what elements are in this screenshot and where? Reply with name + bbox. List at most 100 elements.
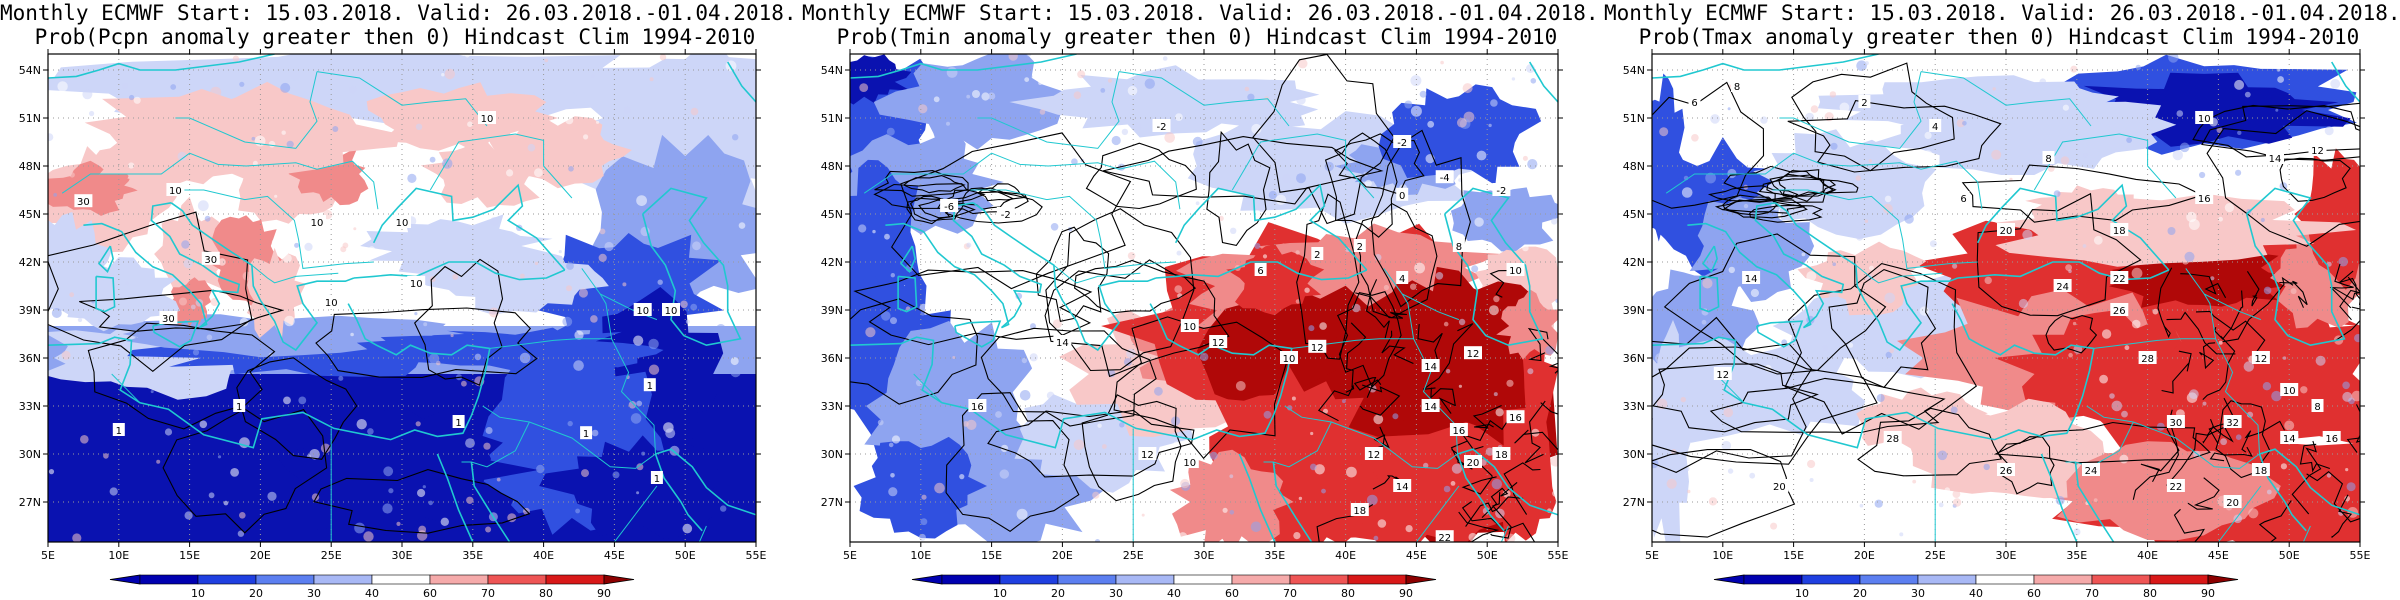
shading-speckle <box>1443 321 1449 327</box>
shading-speckle <box>981 92 990 101</box>
shading-region <box>1009 65 1320 138</box>
shading-speckle <box>422 485 426 489</box>
shading-speckle <box>183 259 193 269</box>
lat-label: 30N <box>19 448 41 461</box>
contour-line <box>1723 165 1835 201</box>
shading-speckle <box>51 308 62 318</box>
shading-speckle <box>1175 54 1186 64</box>
contour-line <box>1430 387 1457 414</box>
contour-label-box <box>1435 170 1454 184</box>
shading-speckle <box>1522 244 1529 252</box>
lon-label: 45E <box>2208 549 2229 562</box>
shading-speckle <box>283 396 291 405</box>
contour-label: 2 <box>1314 250 1320 261</box>
map-panel-pcpn: Monthly ECMWF Start: 15.03.2018. Valid: … <box>0 0 797 600</box>
shading-speckle <box>1885 351 1892 358</box>
lon-label: 10E <box>910 549 931 562</box>
contour-label: 30 <box>162 314 175 325</box>
lon-label: 50E <box>2279 549 2300 562</box>
shading-speckle <box>636 463 644 471</box>
contour-label-box <box>1396 271 1409 284</box>
country-border <box>2203 293 2262 321</box>
shading-speckle <box>2188 389 2199 400</box>
shading-speckle <box>544 58 549 63</box>
shading-speckle <box>1366 494 1378 506</box>
shading-speckle <box>444 68 455 80</box>
contour-label-box <box>1742 271 1761 284</box>
shading-speckle <box>1275 194 1287 205</box>
shading-speckle <box>1681 187 1693 198</box>
contour-label-box <box>1452 239 1465 252</box>
country-border <box>489 268 613 349</box>
contour-label: 10 <box>665 306 678 317</box>
shading-speckle <box>1710 114 1720 124</box>
contour-label: 22 <box>2170 482 2183 493</box>
shading-speckle <box>1319 322 1327 330</box>
shading-speckle <box>133 96 141 104</box>
contour-label-box <box>1997 463 2015 476</box>
coastline <box>850 54 1077 79</box>
shading-speckle <box>685 319 691 324</box>
shading-speckle <box>1983 463 1990 471</box>
lon-label: 20E <box>1854 549 1875 562</box>
shading-speckle <box>415 123 423 130</box>
contour-label: 30 <box>204 255 217 266</box>
shading-speckle <box>1937 450 1948 461</box>
shading-speckle <box>455 149 466 160</box>
shading-speckle <box>452 273 459 280</box>
shading-speckle <box>2233 514 2242 524</box>
contour-label: 14 <box>2283 434 2296 445</box>
contour-label-box <box>1353 239 1366 252</box>
shading-speckle <box>1522 155 1528 161</box>
probability-map: 30 10 10 10 10 30 10 10 30 1 1 1 1 1 10 10 1 54N 51N 48N 45N… <box>19 49 767 600</box>
shading-speckle <box>354 522 365 534</box>
coastline <box>1951 303 2094 356</box>
contour-label: 16 <box>1509 413 1522 424</box>
shading-speckle <box>128 162 135 169</box>
colorbar-label: 90 <box>2201 587 2215 600</box>
contour-line <box>1346 322 1367 388</box>
colorbar-label: 70 <box>1283 587 1297 600</box>
shading-region <box>853 436 987 539</box>
shading-speckle <box>1848 342 1854 348</box>
coastline <box>48 336 491 449</box>
shading-speckle <box>1451 463 1462 474</box>
shading-speckle <box>367 428 374 435</box>
contour-line <box>1370 129 1471 308</box>
contour-label-box <box>308 215 326 228</box>
shading-speckle <box>732 134 739 141</box>
shading-speckle <box>1262 254 1268 259</box>
colorbar-label: 60 <box>2027 587 2041 600</box>
contour-line <box>2209 446 2253 462</box>
shading-speckle <box>1527 368 1534 375</box>
contour-label: 14 <box>1424 362 1437 373</box>
shading-speckle <box>1705 172 1716 184</box>
contour-label: 20 <box>1467 458 1480 469</box>
country-border <box>1053 264 1141 284</box>
shading-speckle <box>1727 468 1734 474</box>
colorbar-segment <box>941 574 1001 585</box>
shading-speckle <box>1164 132 1175 143</box>
colorbar-segment <box>1115 574 1175 585</box>
shading-speckle <box>1938 502 1944 508</box>
shading-speckle <box>2290 288 2297 295</box>
lon-label: 40E <box>1335 549 1356 562</box>
country-border <box>611 338 656 455</box>
coastline <box>2074 461 2115 542</box>
contour-label-box <box>1858 95 1871 108</box>
shading-speckle <box>1073 439 1085 451</box>
shading-speckle <box>1882 203 1893 214</box>
contour-label: 10 <box>2198 114 2211 125</box>
shading-region <box>1496 289 1558 360</box>
contour-label-box <box>166 183 185 196</box>
contour-label: 12 <box>1212 338 1225 349</box>
shading-speckle <box>682 523 693 534</box>
shading-speckle <box>150 390 154 394</box>
shading-speckle <box>1257 202 1267 213</box>
shading-speckle <box>566 262 574 270</box>
contour-label-box <box>201 251 220 265</box>
shading-speckle <box>1373 535 1379 541</box>
shading-speckle <box>1310 463 1317 471</box>
shading-speckle <box>657 279 663 285</box>
shading-speckle <box>2324 126 2334 136</box>
